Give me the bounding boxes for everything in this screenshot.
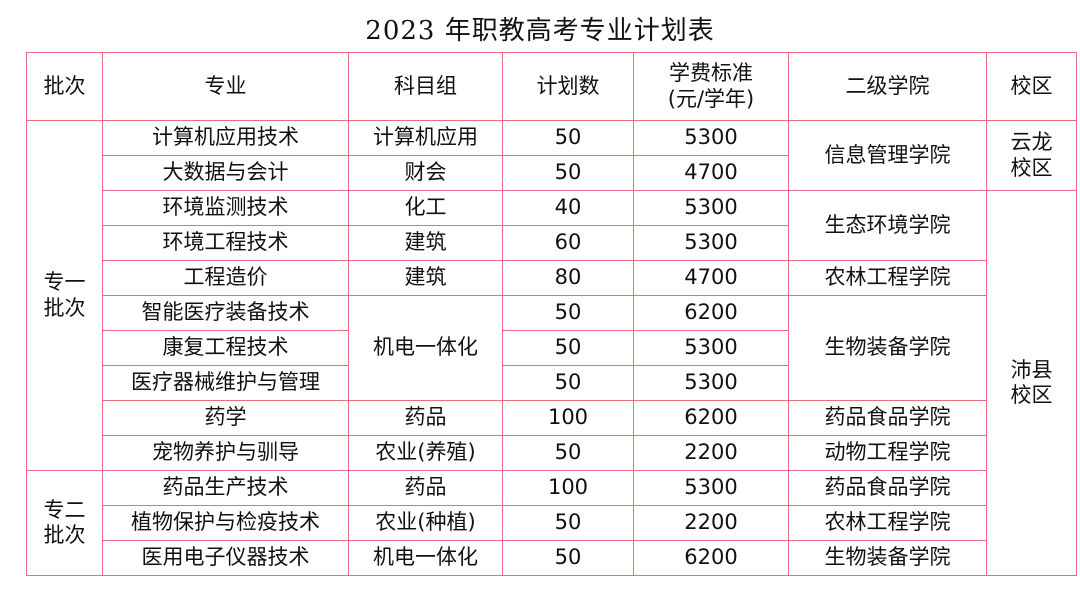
subject-cell: 建筑 — [348, 260, 503, 296]
fee-cell: 4700 — [633, 260, 789, 296]
batch-cell-2: 专二 批次 — [26, 470, 103, 576]
college-cell: 药品食品学院 — [788, 400, 987, 436]
fee-cell: 5300 — [633, 120, 789, 156]
college-cell: 药品食品学院 — [788, 470, 987, 506]
major-cell: 智能医疗装备技术 — [102, 295, 349, 331]
subject-cell: 药品 — [348, 400, 503, 436]
college-cell: 生态环境学院 — [788, 190, 987, 261]
college-cell: 农林工程学院 — [788, 505, 987, 541]
table-row: 康复工程技术 50 5300 — [27, 330, 1077, 366]
table-row: 医用电子仪器技术 机电一体化 50 6200 生物装备学院 — [27, 540, 1077, 576]
page-title: 2023 年职教高考专业计划表 — [365, 16, 715, 46]
major-cell: 环境监测技术 — [102, 190, 349, 226]
header-batch: 批次 — [26, 52, 103, 121]
plan-cell: 50 — [502, 120, 634, 156]
fee-cell: 6200 — [633, 540, 789, 576]
subject-cell: 建筑 — [348, 225, 503, 261]
major-cell: 植物保护与检疫技术 — [102, 505, 349, 541]
batch-label: 专二 — [43, 497, 86, 522]
batch-label: 批次 — [43, 523, 86, 547]
major-cell: 医用电子仪器技术 — [102, 540, 349, 576]
fee-cell: 2200 — [633, 505, 789, 541]
college-cell: 生物装备学院 — [788, 295, 987, 401]
table-row: 专二 批次 药品生产技术 药品 100 5300 药品食品学院 — [26, 470, 1077, 576]
fee-cell: 2200 — [633, 435, 789, 471]
campus-label: 云龙 — [1010, 130, 1053, 155]
fee-cell: 5300 — [633, 330, 789, 366]
campus-label: 沛县 — [1010, 357, 1053, 382]
plan-cell: 50 — [502, 435, 634, 471]
table-row: 专一 批次 计算机应用技术 计算机应用 50 5300 信息管理学院 云龙 校区 — [26, 120, 1077, 471]
header-tuition: 学费标准 (元/学年) — [633, 52, 789, 121]
subject-cell: 农业(养殖) — [348, 435, 503, 471]
major-cell: 药学 — [102, 400, 349, 436]
campus-cell-1: 云龙 校区 — [986, 120, 1077, 191]
table-row: 植物保护与检疫技术 农业(种植) 50 2200 农林工程学院 — [27, 505, 1077, 541]
major-cell: 药品生产技术 — [102, 470, 349, 506]
table-row: 环境监测技术 化工 40 5300 生态环境学院 沛县 校区 — [27, 190, 1077, 576]
major-cell: 计算机应用技术 — [102, 120, 349, 156]
major-cell: 宠物养护与驯导 — [102, 435, 349, 471]
plan-cell: 40 — [502, 190, 634, 226]
fee-cell: 5300 — [633, 190, 789, 226]
header-major: 专业 — [102, 52, 349, 121]
plan-cell: 50 — [502, 155, 634, 191]
plan-cell: 80 — [502, 260, 634, 296]
header-college: 二级学院 — [788, 52, 987, 121]
subject-cell: 机电一体化 — [348, 540, 503, 576]
subject-cell: 计算机应用 — [348, 120, 503, 156]
table-header-row: 批次 专业 科目组 计划数 学费标准 (元/学年) 二级学院 校区 — [26, 52, 1077, 121]
header-plan-count: 计划数 — [502, 52, 634, 121]
major-cell: 康复工程技术 — [102, 330, 349, 366]
fee-cell: 5300 — [633, 365, 789, 401]
subject-cell: 化工 — [348, 190, 503, 226]
plan-cell: 100 — [502, 470, 634, 506]
plan-cell: 100 — [502, 400, 634, 436]
plan-cell: 50 — [502, 540, 634, 576]
batch-cell-1: 专一 批次 — [26, 120, 103, 471]
batch-label: 专一 — [43, 270, 86, 295]
fee-cell: 6200 — [633, 400, 789, 436]
major-cell: 工程造价 — [102, 260, 349, 296]
subject-cell: 农业(种植) — [348, 505, 503, 541]
college-cell: 农林工程学院 — [788, 260, 987, 296]
campus-label: 校区 — [1010, 383, 1053, 407]
header-campus: 校区 — [986, 52, 1077, 121]
major-cell: 大数据与会计 — [102, 155, 349, 191]
plan-cell: 50 — [502, 365, 634, 401]
campus-label: 校区 — [1010, 155, 1053, 180]
subject-cell: 药品 — [348, 470, 503, 506]
table-row: 智能医疗装备技术 机电一体化 50 6200 生物装备学院 — [27, 295, 1077, 401]
header-tuition-line2: (元/学年) — [667, 86, 755, 111]
header-tuition-line1: 学费标准 — [669, 61, 753, 86]
major-cell: 环境工程技术 — [102, 225, 349, 261]
header-subject-group: 科目组 — [348, 52, 503, 121]
plan-cell: 50 — [502, 505, 634, 541]
plan-cell: 60 — [502, 225, 634, 261]
fee-cell: 5300 — [633, 225, 789, 261]
batch-label: 批次 — [43, 295, 86, 320]
college-cell: 动物工程学院 — [788, 435, 987, 471]
table-row: 工程造价 建筑 80 4700 农林工程学院 — [27, 260, 1077, 296]
fee-cell: 4700 — [633, 155, 789, 191]
table-row: 宠物养护与驯导 农业(养殖) 50 2200 动物工程学院 — [27, 435, 1077, 471]
plan-cell: 50 — [502, 295, 634, 331]
fee-cell: 5300 — [633, 470, 789, 506]
fee-cell: 6200 — [633, 295, 789, 331]
college-cell: 信息管理学院 — [788, 120, 987, 191]
table-row: 医疗器械维护与管理 50 5300 — [27, 365, 1077, 401]
college-cell: 生物装备学院 — [788, 540, 987, 576]
campus-cell-2: 沛县 校区 — [986, 190, 1077, 576]
plan-cell: 50 — [502, 330, 634, 366]
major-cell: 医疗器械维护与管理 — [102, 365, 349, 401]
table-row: 药学 药品 100 6200 药品食品学院 — [27, 400, 1077, 436]
plan-table: 批次 专业 科目组 计划数 学费标准 (元/学年) 二级学院 校区 专一 批次 … — [26, 52, 1077, 576]
subject-cell: 机电一体化 — [348, 295, 503, 401]
subject-cell: 财会 — [348, 155, 503, 191]
